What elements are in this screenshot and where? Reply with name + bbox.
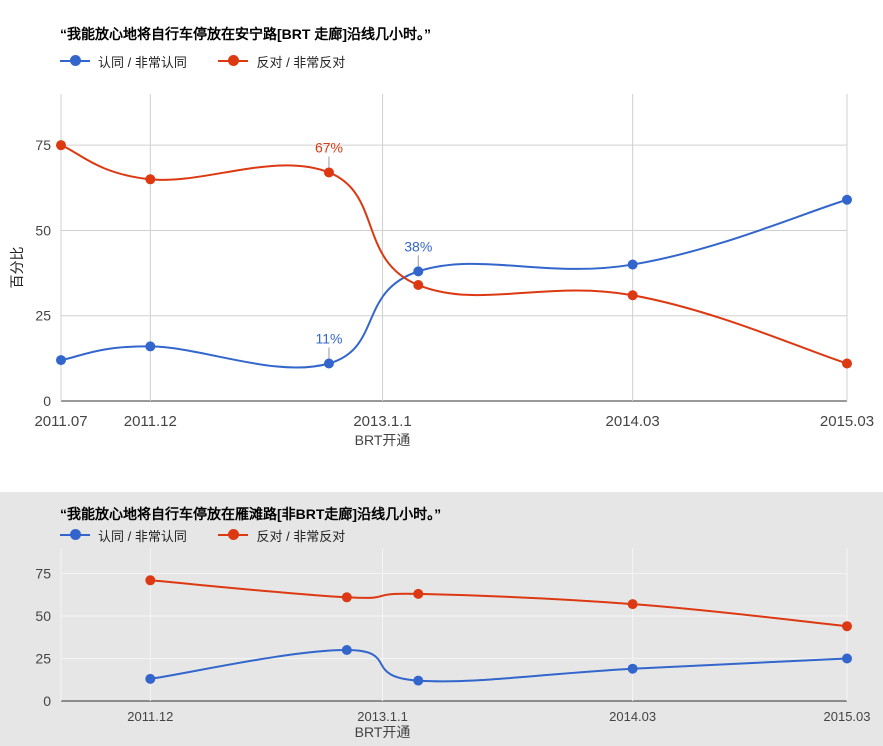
chart-panel-bottom: “我能放心地将自行车停放在雁滩路[非BRT走廊]沿线几小时。” 认同 / 非常认…: [0, 492, 883, 746]
legend-item-agree[interactable]: 认同 / 非常认同: [60, 52, 187, 71]
line-chart-anning-road: 0 25 50 75 2011.07 2011.12 2013.1.1 2014.03 2015…: [9, 94, 874, 448]
legend-label-disagree: 反对 / 非常反对: [256, 54, 346, 70]
x-tick-label: 2015.03: [820, 413, 874, 430]
legend-item-disagree[interactable]: 反对 / 非常反对: [218, 52, 345, 71]
data-point: [323, 167, 334, 178]
x-tick-label: 2015.03: [824, 709, 871, 724]
x-tick-label: 2013.1.1: [353, 413, 411, 430]
data-point: [842, 621, 852, 632]
y-axis-title: 百分比: [9, 247, 25, 289]
series-line-1: [60, 144, 848, 365]
legend-label-agree: 认同 / 非常认同: [98, 54, 187, 70]
series-line-0: [150, 648, 848, 683]
series-line-0: [60, 198, 848, 369]
data-point: [413, 588, 424, 599]
y-tick-label: 0: [43, 693, 51, 709]
chart-panel-top: “我能放心地将自行车停放在安宁路[BRT 走廊]沿线几小时。” 认同 / 非常认…: [9, 26, 875, 448]
y-tick-label: 75: [35, 137, 51, 153]
data-point: [56, 140, 66, 151]
data-label: 67%: [315, 139, 343, 155]
data-point: [323, 358, 334, 369]
y-tick-label: 25: [35, 651, 51, 667]
y-tick-label: 75: [35, 566, 51, 582]
legend-item-agree[interactable]: 认同 / 非常认同: [60, 526, 187, 545]
chart-title: “我能放心地将自行车停放在雁滩路[非BRT走廊]沿线几小时。”: [60, 506, 442, 522]
data-point: [341, 645, 352, 655]
series-line-1: [150, 579, 848, 628]
legend-marker-disagree: [218, 55, 249, 66]
y-tick-label: 25: [35, 308, 51, 324]
x-axis-title: BRT开通: [355, 432, 411, 448]
y-tick-label: 0: [43, 393, 51, 409]
data-point: [842, 194, 852, 205]
legend-label-agree: 认同 / 非常认同: [98, 528, 187, 544]
chart-title: “我能放心地将自行车停放在安宁路[BRT 走廊]沿线几小时。”: [60, 26, 431, 42]
legend-item-disagree[interactable]: 反对 / 非常反对: [218, 526, 345, 545]
data-point: [145, 673, 156, 684]
y-tick-label: 50: [35, 608, 51, 624]
legend-marker-disagree: [218, 529, 249, 540]
data-point: [145, 575, 156, 586]
data-point: [413, 280, 424, 291]
legend-marker-agree: [60, 529, 90, 540]
data-point: [627, 259, 638, 270]
data-point: [842, 358, 852, 369]
data-label: 11%: [315, 330, 342, 346]
data-point: [627, 599, 638, 610]
data-label: 38%: [404, 238, 432, 254]
data-point: [413, 266, 424, 277]
legend-label-disagree: 反对 / 非常反对: [256, 528, 346, 544]
line-chart-yantan-road: 0 25 50 75 2011.12 2013.1.1 2014.03 2015.03 BRT开…: [35, 548, 871, 740]
x-tick-label: 2011.07: [34, 413, 87, 430]
data-point: [56, 355, 66, 366]
x-tick-label: 2011.12: [124, 413, 177, 430]
x-tick-label: 2011.12: [127, 709, 173, 724]
data-point: [145, 341, 156, 352]
data-point: [413, 675, 424, 686]
data-point: [627, 290, 638, 301]
x-tick-label: 2014.03: [609, 709, 656, 724]
data-point: [341, 592, 352, 603]
legend: 认同 / 非常认同 反对 / 非常反对: [60, 524, 373, 545]
x-tick-label: 2013.1.1: [357, 709, 408, 724]
data-point: [842, 653, 852, 664]
y-tick-label: 50: [35, 222, 51, 238]
data-point: [627, 663, 638, 674]
x-axis-title: BRT开通: [355, 724, 411, 740]
data-point: [145, 174, 156, 185]
legend: 认同 / 非常认同 反对 / 非常反对: [60, 50, 373, 71]
legend-marker-agree: [60, 55, 90, 66]
x-tick-label: 2014.03: [606, 413, 660, 430]
